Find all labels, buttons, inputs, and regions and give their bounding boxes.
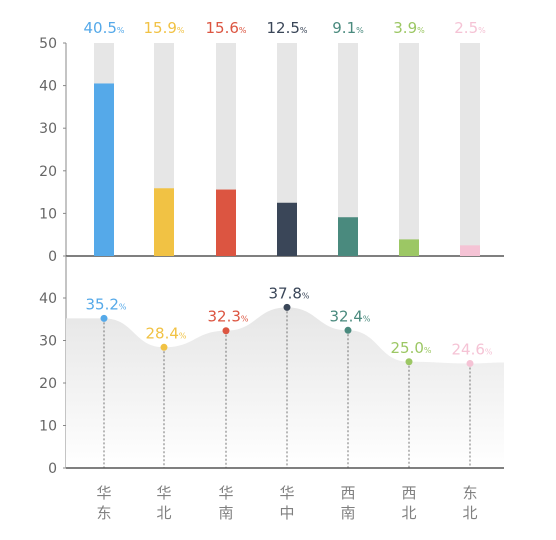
point-value-label: 37.8% [268,284,309,302]
y-tick-label: 40 [39,291,57,307]
point-value-label: 35.2% [85,295,126,313]
bar-track [460,43,480,256]
y-tick-label: 0 [48,249,57,265]
category-label: 西 [401,484,416,502]
point-value-label: 24.6% [451,340,492,358]
area-fill [66,307,504,468]
bar-chart: 0 10 20 30 40 50 40.5% 15.9% 15.6% 12.5% 9.1% 3.9% 2… [39,19,504,265]
bar [460,245,480,256]
data-point [344,326,352,334]
bar-value-label: 9.1% [332,19,364,37]
bar-value-label: 12.5% [266,19,307,37]
bar [277,202,297,256]
category-label: 北 [156,504,171,522]
category-label: 南 [218,504,233,522]
category-label: 华 [156,484,171,502]
bar-value-label: 40.5% [83,19,124,37]
data-point [100,314,108,322]
bar-value-label: 2.5% [454,19,486,37]
y-tick-label: 0 [48,461,57,477]
bar [94,83,114,256]
category-label: 东 [462,484,477,502]
y-tick-label: 10 [39,206,57,222]
category-label: 南 [340,504,355,522]
y-tick-label: 30 [39,334,57,350]
category-label: 华 [96,484,111,502]
bar [154,188,174,256]
data-point [283,303,291,311]
point-value-label: 32.4% [329,307,370,325]
y-tick-label: 40 [39,79,57,95]
point-value-label: 25.0% [390,339,431,357]
category-label: 华 [279,484,294,502]
category-label: 东 [96,504,111,522]
area-chart: 0 10 20 30 40 35.2% 28.4% 32.3% 37.8% 32.4% 25.0% 2… [39,256,504,477]
y-tick-label: 20 [39,376,57,392]
bar-value-label: 15.6% [205,19,246,37]
y-tick-label: 30 [39,121,57,137]
category-label: 华 [218,484,233,502]
category-label: 北 [401,504,416,522]
category-label: 北 [462,504,477,522]
category-label: 中 [279,504,294,522]
y-tick-label: 50 [39,36,57,52]
y-tick-label: 20 [39,164,57,180]
data-point [160,343,168,351]
bar [216,189,236,256]
bar-track [399,43,419,256]
data-point [405,358,413,366]
bar [399,239,419,256]
y-tick-label: 10 [39,419,57,435]
bar [338,217,358,256]
point-value-label: 32.3% [207,308,248,326]
bar-value-label: 15.9% [143,19,184,37]
bar-track [338,43,358,256]
bar-value-label: 3.9% [393,19,425,37]
point-value-label: 28.4% [145,324,186,342]
category-label: 西 [340,484,355,502]
data-point [222,327,230,335]
data-point [466,359,474,367]
